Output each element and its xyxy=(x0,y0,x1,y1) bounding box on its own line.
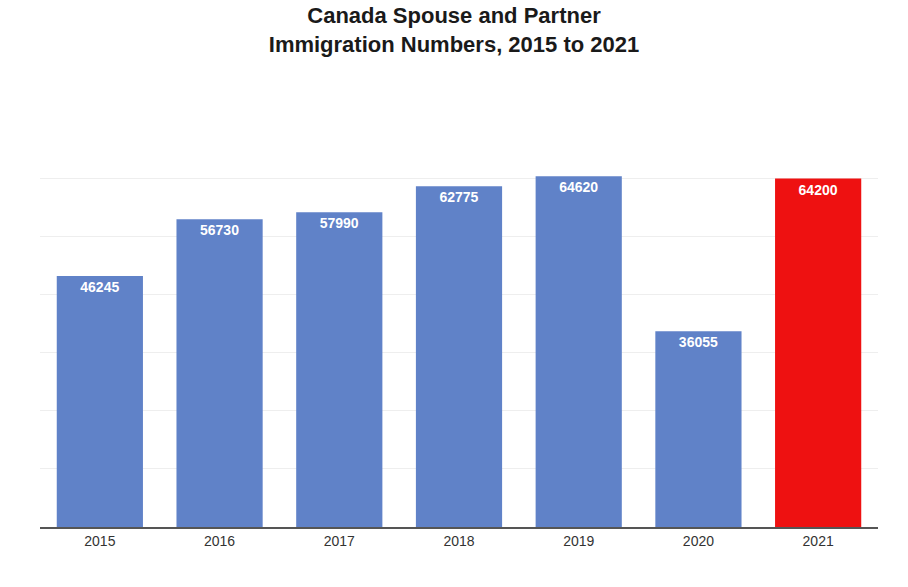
svg-text:46245: 46245 xyxy=(80,279,119,295)
svg-text:62775: 62775 xyxy=(439,189,478,205)
svg-text:2021: 2021 xyxy=(803,533,834,549)
svg-text:2018: 2018 xyxy=(443,533,474,549)
svg-text:2016: 2016 xyxy=(204,533,235,549)
svg-text:2015: 2015 xyxy=(84,533,115,549)
svg-text:36055: 36055 xyxy=(679,334,718,350)
svg-text:56730: 56730 xyxy=(200,222,239,238)
svg-text:64200: 64200 xyxy=(799,182,838,198)
svg-text:Canada Spouse and PartnerImmig: Canada Spouse and PartnerImmigration Num… xyxy=(269,3,639,57)
svg-text:2019: 2019 xyxy=(563,533,594,549)
svg-text:2017: 2017 xyxy=(324,533,355,549)
svg-text:2020: 2020 xyxy=(683,533,714,549)
svg-text:64620: 64620 xyxy=(559,179,598,195)
svg-text:57990: 57990 xyxy=(320,215,359,231)
